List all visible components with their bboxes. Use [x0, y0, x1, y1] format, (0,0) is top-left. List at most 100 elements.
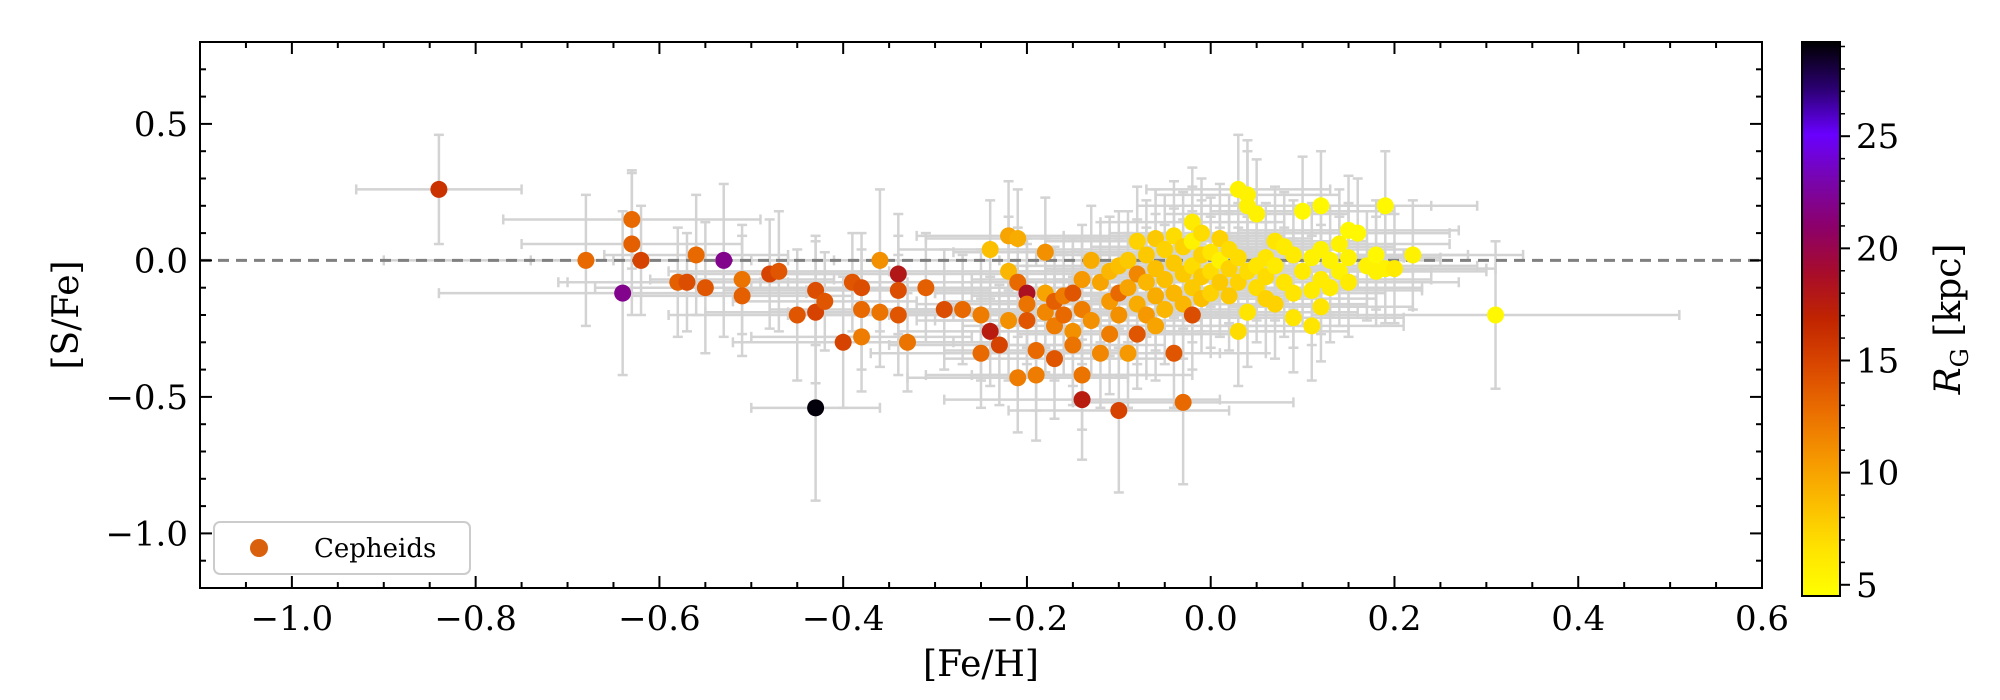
- colorbar-label: RG [kpc]: [1928, 244, 1974, 396]
- data-point: [1330, 235, 1348, 253]
- data-point: [1147, 287, 1165, 305]
- colorbar-gradient: [1801, 41, 1841, 597]
- data-point: [1027, 366, 1045, 384]
- legend-box: [213, 521, 471, 575]
- y-axis-label: [S/Fe]: [46, 260, 87, 369]
- data-point: [696, 279, 714, 297]
- data-point: [1073, 271, 1091, 289]
- data-point: [788, 306, 806, 324]
- data-point: [623, 210, 641, 228]
- data-point: [1082, 311, 1100, 329]
- data-point: [898, 333, 916, 351]
- data-point: [1220, 287, 1238, 305]
- data-point: [1064, 284, 1082, 302]
- data-point: [1064, 336, 1082, 354]
- data-point: [1101, 325, 1119, 343]
- data-point: [1238, 303, 1256, 321]
- data-point: [1312, 298, 1330, 316]
- data-point: [1303, 317, 1321, 335]
- data-point: [1340, 249, 1358, 267]
- x-tick-label: −1.0: [251, 599, 334, 639]
- data-point: [1082, 251, 1100, 269]
- data-point: [1128, 325, 1146, 343]
- data-point: [1091, 344, 1109, 362]
- data-point: [1055, 306, 1073, 324]
- x-tick-label: −0.8: [434, 599, 517, 639]
- data-point: [1349, 224, 1367, 242]
- data-point: [1266, 257, 1284, 275]
- data-point: [623, 235, 641, 253]
- data-point: [733, 271, 751, 289]
- data-point: [577, 251, 595, 269]
- x-tick-label: −0.2: [986, 599, 1069, 639]
- data-point: [871, 251, 889, 269]
- data-point: [853, 301, 871, 319]
- data-point: [981, 322, 999, 340]
- data-point: [1294, 202, 1312, 220]
- data-point: [1294, 262, 1312, 280]
- data-point: [1487, 306, 1505, 324]
- axis-ticks: [199, 41, 1763, 589]
- x-tick-label: −0.4: [802, 599, 885, 639]
- data-point: [1266, 295, 1284, 313]
- x-tick-label: 0.0: [1184, 599, 1238, 639]
- data-point: [632, 251, 650, 269]
- data-point: [1211, 273, 1229, 291]
- data-point: [1340, 273, 1358, 291]
- data-point: [1404, 246, 1422, 264]
- data-point: [1284, 284, 1302, 302]
- colorbar-tick-label: 25: [1856, 117, 1899, 157]
- data-point: [990, 336, 1008, 354]
- data-point: [1156, 301, 1174, 319]
- data-point: [889, 281, 907, 299]
- svg-text:RG [kpc]: RG [kpc]: [1928, 244, 1974, 396]
- colorbar-tick-label: 15: [1856, 341, 1899, 381]
- data-point: [1137, 246, 1155, 264]
- data-point: [935, 301, 953, 319]
- colorbar-tick-label: 10: [1856, 454, 1899, 494]
- y-tick-label: 0.5: [134, 105, 188, 145]
- errorbars: [354, 133, 1681, 502]
- data-point: [1009, 369, 1027, 387]
- data-point: [917, 279, 935, 297]
- x-tick-labels: −1.0 −0.8 −0.6 −0.4 −0.2 0.0 0.2 0.4 0.6: [251, 599, 1789, 639]
- data-point: [1156, 240, 1174, 258]
- data-point: [1064, 322, 1082, 340]
- data-point: [1137, 273, 1155, 291]
- data-point: [733, 287, 751, 305]
- data-point: [1376, 197, 1394, 215]
- data-point: [1147, 317, 1165, 335]
- data-point: [1174, 393, 1192, 411]
- data-point: [1119, 279, 1137, 297]
- data-point: [1036, 243, 1054, 261]
- data-point: [430, 180, 448, 198]
- data-point: [1385, 260, 1403, 278]
- data-point: [853, 279, 871, 297]
- data-point: [1119, 251, 1137, 269]
- data-point: [1073, 391, 1091, 409]
- data-point: [1027, 341, 1045, 359]
- data-point: [1009, 230, 1027, 248]
- data-point: [1165, 344, 1183, 362]
- y-tick-label: −1.0: [105, 514, 188, 554]
- colorbar-label-unit: [kpc]: [1928, 244, 1969, 349]
- y-tick-label: −0.5: [105, 378, 188, 418]
- data-point: [1229, 249, 1247, 267]
- data-points: [430, 180, 1505, 420]
- data-point: [972, 344, 990, 362]
- data-point: [1128, 232, 1146, 250]
- data-point: [614, 284, 632, 302]
- data-point: [1000, 311, 1018, 329]
- data-point: [1156, 271, 1174, 289]
- data-point: [1018, 311, 1036, 329]
- colorbar-label-main: R: [1928, 367, 1969, 395]
- data-point: [770, 262, 788, 280]
- y-tick-label: 0.0: [134, 241, 188, 281]
- data-point: [1046, 350, 1064, 368]
- data-point: [1119, 344, 1137, 362]
- x-tick-label: 0.6: [1735, 599, 1789, 639]
- data-point: [687, 246, 705, 264]
- data-point: [1312, 197, 1330, 215]
- data-point: [807, 399, 825, 417]
